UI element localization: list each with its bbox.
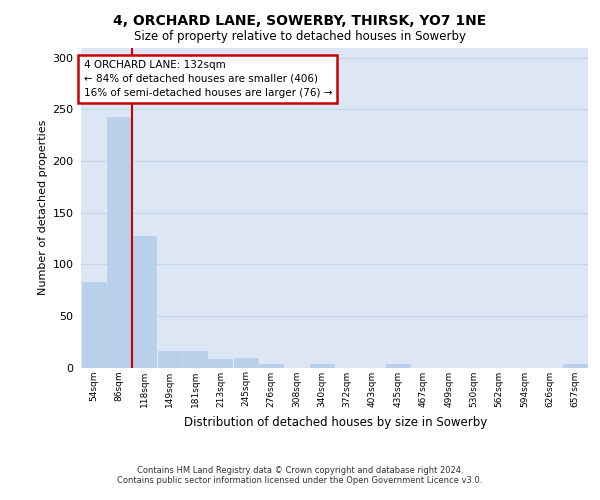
Text: 4, ORCHARD LANE, SOWERBY, THIRSK, YO7 1NE: 4, ORCHARD LANE, SOWERBY, THIRSK, YO7 1N… (113, 14, 487, 28)
Bar (310, 364, 334, 368)
Bar (208, 359, 232, 368)
Bar (133, 236, 157, 368)
Text: Size of property relative to detached houses in Sowerby: Size of property relative to detached ho… (134, 30, 466, 43)
Text: Contains HM Land Registry data © Crown copyright and database right 2024.
Contai: Contains HM Land Registry data © Crown c… (118, 466, 482, 485)
Bar (158, 351, 182, 368)
Bar (259, 364, 283, 368)
Text: Distribution of detached houses by size in Sowerby: Distribution of detached houses by size … (184, 416, 488, 429)
Bar (386, 364, 410, 368)
Text: 4 ORCHARD LANE: 132sqm
← 84% of detached houses are smaller (406)
16% of semi-de: 4 ORCHARD LANE: 132sqm ← 84% of detached… (83, 60, 332, 98)
Bar (234, 358, 258, 368)
Y-axis label: Number of detached properties: Number of detached properties (38, 120, 48, 295)
Bar (563, 364, 587, 368)
Bar (183, 351, 207, 368)
Bar (107, 116, 131, 368)
Bar (82, 282, 106, 368)
